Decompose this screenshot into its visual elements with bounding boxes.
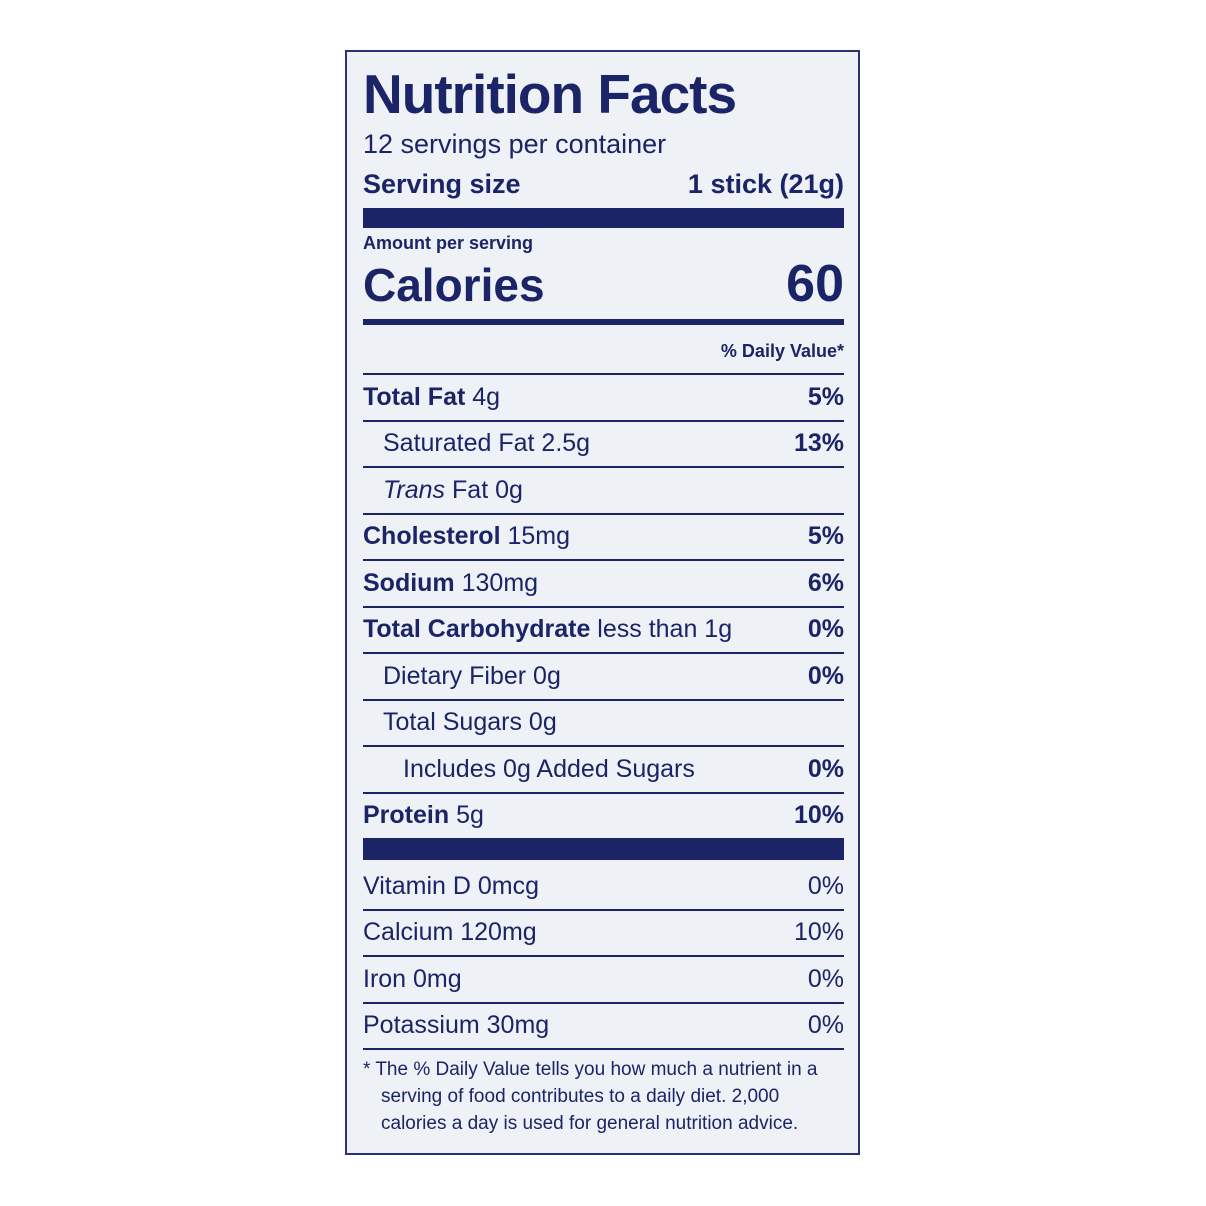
- nutrient-name-group: Saturated Fat 2.5g: [363, 429, 590, 458]
- nutrient-name-group: Calcium 120mg: [363, 918, 537, 947]
- nutrient-name-group: Dietary Fiber 0g: [363, 662, 561, 691]
- daily-value: 6%: [807, 568, 844, 597]
- nutrient-name-group: Iron 0mg: [363, 965, 462, 994]
- nutrient-name-group: Includes 0g Added Sugars: [363, 755, 695, 784]
- nutrient-name: Fat 0g: [452, 475, 523, 504]
- title: Nutrition Facts: [363, 63, 737, 125]
- nutrient-amount: 5g: [456, 801, 484, 830]
- serving-size-row: Serving size 1 stick (21g): [363, 164, 844, 204]
- label-content: Nutrition Facts 12 servings per containe…: [363, 64, 844, 1137]
- daily-value-header: % Daily Value*: [363, 329, 844, 375]
- nutrient-row: Potassium 30mg 0%: [363, 1004, 844, 1049]
- amount-per-serving: Amount per serving: [363, 233, 534, 253]
- calories-row: Calories 60: [363, 254, 844, 315]
- nutrient-name-group: Trans Fat 0g: [363, 476, 523, 505]
- nutrient-row: Vitamin D 0mcg 0%: [363, 864, 844, 911]
- nutrient-name: Total Fat: [363, 382, 466, 411]
- servings: 12 servings per container: [363, 129, 667, 159]
- nutrient-row: Protein 5g 10%: [363, 794, 844, 840]
- nutrient-name-italic: Trans: [383, 475, 446, 504]
- nutrient-name-group: Total Carbohydrate less than 1g: [363, 615, 732, 644]
- nutrient-name: Sodium: [363, 568, 455, 597]
- calories-value: 60: [786, 255, 844, 313]
- nutrient-name: Total Carbohydrate: [363, 615, 591, 644]
- daily-value: 0%: [807, 1011, 844, 1040]
- nutrient-amount: 130mg: [461, 568, 539, 597]
- nutrient-name-group: Total Fat 4g: [363, 383, 500, 412]
- daily-value: 0%: [807, 964, 844, 993]
- nutrition-label: Nutrition Facts 12 servings per containe…: [345, 50, 860, 1155]
- daily-value: 13%: [793, 429, 844, 458]
- nutrient-row: Trans Fat 0g: [363, 468, 844, 515]
- nutrient-amount: less than 1g: [597, 615, 733, 644]
- nutrient-name-group: Total Sugars 0g: [363, 708, 557, 737]
- daily-value: 5%: [807, 382, 844, 411]
- nutrient-row: Cholesterol 15mg 5%: [363, 515, 844, 561]
- nutrient-name: Vitamin D 0mcg: [363, 871, 539, 900]
- nutrient-row: Sodium 130mg 6%: [363, 561, 844, 608]
- daily-value: 10%: [793, 918, 844, 947]
- nutrient-amount: 4g: [472, 382, 501, 411]
- nutrient-row: Saturated Fat 2.5g 13%: [363, 422, 844, 468]
- nutrients: Total Fat 4g 5% Saturated Fat 2.5g 13% Trans…: [363, 375, 844, 840]
- nutrient-row: Total Sugars 0g: [363, 701, 844, 747]
- medium-rule: [363, 319, 844, 325]
- nutrient-name-group: Sodium 130mg: [363, 569, 538, 598]
- vitamins: Vitamin D 0mcg 0% Calcium 120mg 10% Iron 0mg…: [363, 864, 844, 1048]
- daily-value: 0%: [807, 871, 844, 900]
- nutrient-name: Cholesterol: [363, 522, 501, 551]
- nutrient-name: Includes 0g Added Sugars: [403, 754, 695, 783]
- serving-size-value: 1 stick (21g): [687, 169, 844, 199]
- serving-size-label: Serving size: [363, 169, 521, 199]
- daily-value: 0%: [807, 661, 844, 690]
- nutrient-name: Calcium 120mg: [363, 918, 537, 947]
- daily-value: 10%: [793, 801, 844, 830]
- nutrient-row: Includes 0g Added Sugars 0%: [363, 747, 844, 794]
- nutrient-name-group: Vitamin D 0mcg: [363, 872, 539, 901]
- nutrient-name: Iron 0mg: [363, 964, 462, 993]
- daily-value: 0%: [807, 615, 844, 644]
- nutrient-name: Total Sugars 0g: [383, 708, 557, 737]
- nutrient-name: Saturated Fat 2.5g: [383, 429, 591, 458]
- daily-value: 5%: [807, 522, 844, 551]
- nutrient-row: Dietary Fiber 0g 0%: [363, 654, 844, 701]
- nutrient-row: Total Carbohydrate less than 1g 0%: [363, 608, 844, 654]
- nutrient-name-group: Potassium 30mg: [363, 1011, 549, 1040]
- nutrient-name: Protein: [363, 801, 450, 830]
- calories-label: Calories: [363, 259, 545, 311]
- daily-value: 0%: [807, 754, 844, 783]
- nutrient-name-group: Cholesterol 15mg: [363, 522, 570, 551]
- nutrient-name-group: Protein 5g: [363, 801, 484, 830]
- footnote: * The % Daily Value tells you how much a…: [363, 1048, 844, 1137]
- thick-rule: [363, 208, 844, 228]
- nutrient-row: Calcium 120mg 10%: [363, 911, 844, 957]
- thick-rule: [363, 840, 844, 860]
- nutrient-row: Iron 0mg 0%: [363, 957, 844, 1004]
- nutrient-row: Total Fat 4g 5%: [363, 375, 844, 422]
- nutrient-amount: 15mg: [507, 522, 571, 551]
- nutrient-name: Potassium 30mg: [363, 1011, 550, 1040]
- nutrient-name: Dietary Fiber 0g: [383, 661, 561, 690]
